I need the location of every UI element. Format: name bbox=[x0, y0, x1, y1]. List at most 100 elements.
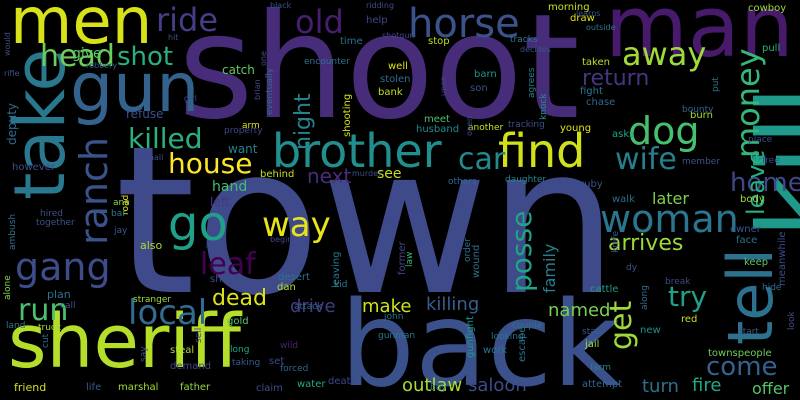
word-attempt: attempt bbox=[582, 379, 623, 390]
word-outlaw: outlaw bbox=[402, 375, 463, 396]
word-property: eventually bbox=[265, 67, 275, 115]
word-start: state bbox=[582, 327, 605, 337]
word-chase: chase bbox=[586, 97, 616, 108]
word-stop: stop bbox=[428, 36, 450, 47]
word-show: begin bbox=[270, 235, 293, 244]
word-old: old bbox=[295, 3, 344, 41]
word-deputy: deputy bbox=[5, 102, 19, 145]
word-dead: dead bbox=[212, 286, 267, 311]
word-john: taking bbox=[232, 358, 261, 368]
word-offer: offer bbox=[752, 379, 790, 398]
word-looking: law bbox=[405, 251, 415, 267]
word-rifle: hit bbox=[168, 33, 179, 42]
word-look: dy bbox=[626, 263, 638, 273]
word-arm: encounter bbox=[304, 57, 350, 67]
word-would: robbery bbox=[86, 61, 118, 70]
word-leg: show bbox=[210, 274, 236, 285]
word-turn: turn bbox=[642, 376, 679, 397]
word-gang: gang bbox=[15, 245, 111, 289]
word-together: ambush bbox=[8, 213, 18, 250]
word-small: one bbox=[259, 51, 268, 66]
word-way: way bbox=[262, 205, 331, 245]
word-taking: say bbox=[139, 346, 149, 362]
word-ranch: ranch bbox=[72, 137, 116, 245]
word-desert: desert bbox=[278, 272, 310, 283]
word-night: night bbox=[291, 93, 316, 150]
word-hand: hand bbox=[212, 179, 248, 195]
word-hide: along bbox=[640, 285, 650, 310]
word-young: young bbox=[560, 123, 592, 134]
word-death: death bbox=[328, 376, 357, 387]
word-brother: brother bbox=[272, 124, 442, 178]
word-long: long bbox=[230, 345, 250, 355]
word-open: learns bbox=[576, 9, 601, 18]
word-bounty: member bbox=[682, 157, 721, 167]
word-woman: woman bbox=[600, 197, 739, 241]
word-kid: john bbox=[384, 312, 404, 322]
word-refuse: refuse bbox=[126, 107, 164, 121]
word-run: run bbox=[18, 293, 69, 328]
word-water: water bbox=[297, 379, 326, 390]
word-meet: meet bbox=[424, 114, 450, 125]
word-wound: wound bbox=[471, 244, 482, 278]
word-girl: brian bbox=[253, 79, 262, 100]
word-job: murder bbox=[352, 169, 382, 178]
word-law: attack bbox=[294, 302, 323, 312]
word-land: stranger bbox=[133, 295, 172, 305]
word-men: men bbox=[10, 0, 153, 59]
word-leaf: leaf bbox=[200, 247, 256, 282]
word-return: return bbox=[582, 66, 650, 91]
word-gun: gun bbox=[70, 49, 200, 128]
word-call: together bbox=[36, 218, 75, 228]
word-body: body bbox=[740, 194, 765, 205]
word-husband: husband bbox=[416, 124, 460, 135]
word-red: red bbox=[681, 314, 698, 325]
word-gunfight: gunfight bbox=[465, 316, 476, 358]
word-another: tracks bbox=[510, 35, 538, 45]
word-dy: hide bbox=[762, 283, 782, 293]
word-barn: barn bbox=[474, 69, 497, 80]
word-gold: gold bbox=[227, 316, 249, 327]
word-steal: steal bbox=[170, 345, 195, 356]
word-keep: keep bbox=[744, 257, 769, 268]
word-farm: looking bbox=[491, 332, 524, 342]
word-boy: boy bbox=[584, 241, 595, 260]
word-face: face bbox=[736, 235, 758, 246]
word-give: give bbox=[72, 46, 102, 62]
word-named: named bbox=[548, 300, 611, 321]
word-member: look bbox=[787, 311, 797, 330]
word-killed: killed bbox=[128, 122, 203, 155]
word-draw: draw bbox=[570, 13, 595, 24]
word-black: rifle bbox=[4, 69, 20, 78]
word-cut: truck bbox=[38, 323, 62, 333]
word-townspeople: townspeople bbox=[708, 348, 772, 359]
word-time: time bbox=[340, 36, 363, 47]
word-house: house bbox=[168, 147, 253, 180]
word-son: son bbox=[470, 83, 488, 94]
word-begin: small bbox=[142, 153, 164, 162]
word-later: later bbox=[652, 189, 689, 208]
word-come: come bbox=[706, 352, 778, 382]
word-stolen: stolen bbox=[380, 74, 411, 85]
word-make: make bbox=[362, 296, 412, 317]
word-others: agrees bbox=[527, 67, 537, 99]
word-eventually: others bbox=[448, 177, 477, 187]
word-learns: bounty bbox=[682, 105, 714, 115]
word-cowboy: cowboy bbox=[748, 3, 787, 14]
word-robbery: ridding bbox=[366, 1, 395, 10]
word-hired: ana bbox=[113, 198, 130, 208]
word-buy: couple bbox=[512, 321, 542, 331]
word-burn: burn bbox=[690, 110, 713, 121]
word-alone: hired bbox=[40, 209, 63, 219]
word-asks: asks bbox=[612, 129, 635, 140]
word-agrees: another bbox=[468, 123, 504, 133]
word-encounter: daughter bbox=[505, 175, 547, 185]
word-fire: fire bbox=[692, 375, 722, 396]
word-claim: claim bbox=[256, 383, 283, 394]
word-sell: cut bbox=[41, 333, 51, 348]
word-outside: put bbox=[711, 77, 721, 92]
word-state: buy bbox=[430, 383, 447, 393]
word-daughter: knock bbox=[539, 93, 549, 120]
word-ana: bar bbox=[111, 209, 126, 219]
